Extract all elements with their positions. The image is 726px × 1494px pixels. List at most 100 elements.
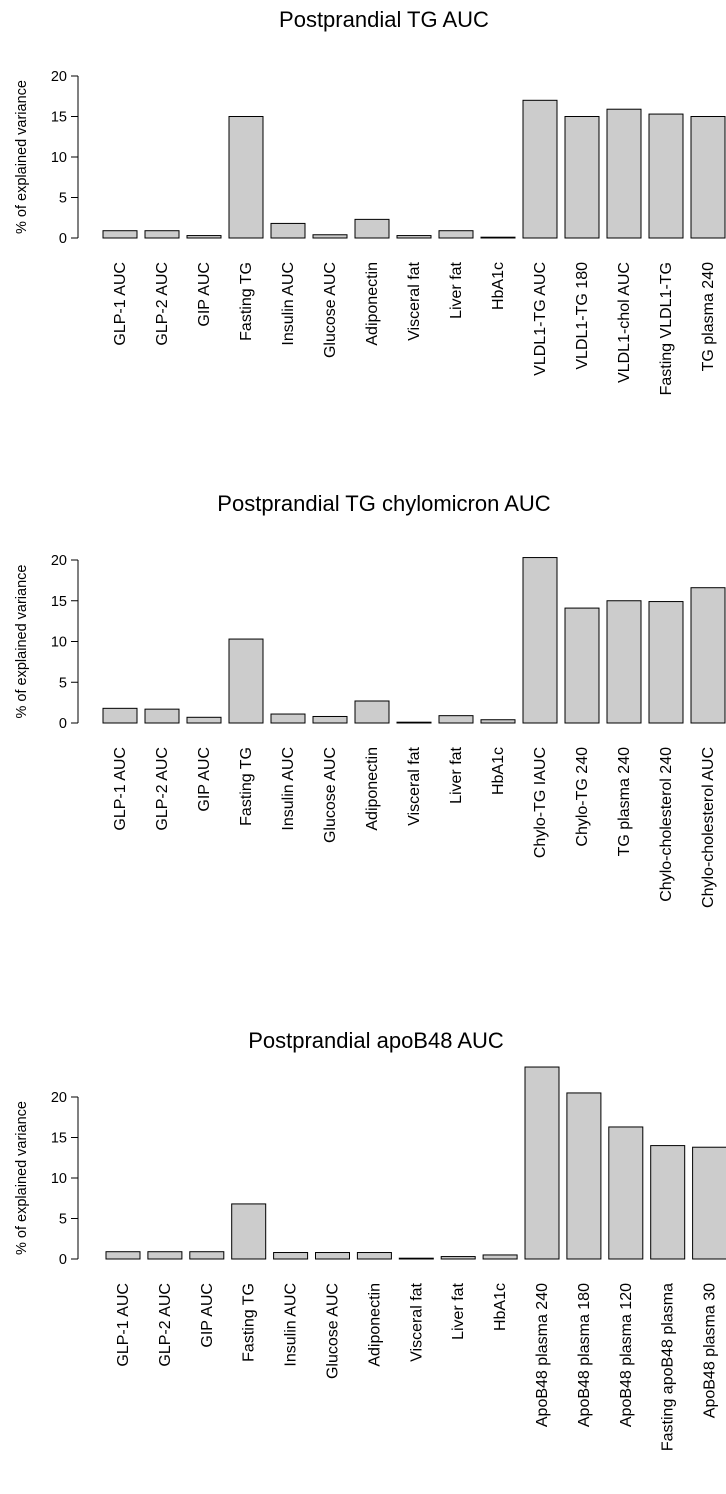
x-tick-label: GIP AUC: [196, 262, 213, 327]
bar-10: [480, 236, 516, 239]
bar-4: [228, 116, 264, 239]
x-tick-label: Visceral fat: [406, 261, 423, 340]
x-tick-label: Liver fat: [448, 261, 465, 318]
x-tick-label: VLDL1-chol AUC: [616, 262, 633, 383]
bar-7: [354, 218, 390, 239]
x-tick-label: ApoB48 plasma 240: [534, 1283, 551, 1427]
x-tick-label: Visceral fat: [406, 746, 423, 825]
x-tick-label: Chylo-TG IAUC: [532, 747, 549, 858]
bar-13: [606, 108, 642, 239]
y-tick-label: 15: [51, 110, 67, 126]
x-tick-label: Glucose AUC: [322, 262, 339, 358]
bar-4: [231, 1203, 267, 1260]
chart-title: Postprandial TG chylomicron AUC: [217, 491, 551, 516]
bar-1: [102, 230, 138, 239]
x-tick-label: Fasting VLDL1-TG: [658, 262, 675, 395]
chart-panel-2: Postprandial TG chylomicron AUC % of expl…: [14, 491, 726, 908]
x-tick-label: Fasting apoB48 plasma: [660, 1283, 677, 1451]
y-tick-label: 0: [59, 1252, 67, 1268]
bar-6: [312, 234, 348, 239]
y-tick-label: 5: [59, 1212, 67, 1228]
y-tick-label: 0: [59, 716, 67, 732]
bar-9: [438, 715, 474, 724]
x-tick-label: Chylo-cholesterol 240: [658, 747, 675, 902]
bar-8: [396, 721, 432, 724]
chart-title: Postprandial apoB48 AUC: [248, 1028, 504, 1053]
x-tick-label: GLP-2 AUC: [154, 747, 171, 831]
bar-10: [480, 719, 516, 724]
bar-12: [564, 607, 600, 724]
chart-title: Postprandial TG AUC: [279, 7, 489, 32]
x-tick-label: GLP-1 AUC: [112, 262, 129, 346]
x-tick-label: TG plasma 240: [616, 747, 633, 856]
y-tick-label: 20: [51, 1090, 67, 1106]
y-tick-label: 20: [51, 553, 67, 569]
bar-8: [398, 1257, 434, 1260]
x-tick-label: Fasting TG: [238, 747, 255, 826]
x-tick-label: Chylo-TG 240: [574, 747, 591, 847]
x-tick-label: HbA1c: [492, 1283, 509, 1331]
bar-12: [566, 1092, 602, 1260]
x-tick-label: GLP-1 AUC: [112, 747, 129, 831]
bar-6: [312, 715, 348, 724]
x-tick-label: Glucose AUC: [325, 1283, 342, 1379]
bar-3: [189, 1251, 225, 1260]
chart-panel-3: Postprandial apoB48 AUC % of explained va…: [14, 1028, 726, 1451]
bar-5: [270, 713, 306, 724]
bar-5: [273, 1252, 309, 1260]
x-tick-label: Liver fat: [448, 746, 465, 803]
bar-4: [228, 638, 264, 724]
x-tick-label: TG plasma 240: [700, 262, 717, 371]
bar-15: [690, 587, 726, 724]
x-tick-label: Insulin AUC: [280, 262, 297, 346]
bar-2: [144, 230, 180, 239]
y-tick-label: 5: [59, 675, 67, 691]
bar-10: [482, 1254, 518, 1260]
bar-15: [692, 1146, 726, 1260]
y-axis-label: % of explained variance: [14, 565, 30, 719]
bar-7: [356, 1252, 392, 1260]
bar-14: [648, 601, 684, 724]
y-tick-label: 10: [51, 635, 67, 651]
x-tick-label: GIP AUC: [196, 747, 213, 812]
y-tick-label: 20: [51, 69, 67, 85]
x-tick-label: Adiponectin: [364, 747, 381, 831]
bar-2: [144, 708, 180, 724]
x-tick-label: GLP-1 AUC: [115, 1283, 132, 1367]
y-axis-label: % of explained variance: [14, 80, 30, 234]
bar-9: [440, 1256, 476, 1260]
bar-8: [396, 235, 432, 239]
x-tick-label: HbA1c: [490, 262, 507, 310]
x-tick-label: Adiponectin: [366, 1283, 383, 1367]
y-axis-label: % of explained variance: [14, 1101, 30, 1255]
x-tick-label: VLDL1-TG 180: [574, 262, 591, 370]
x-tick-label: GLP-2 AUC: [157, 1283, 174, 1367]
bar-1: [102, 707, 138, 724]
x-tick-label: Fasting TG: [241, 1283, 258, 1362]
y-tick-label: 15: [51, 594, 67, 610]
x-tick-label: ApoB48 plasma 120: [618, 1283, 635, 1427]
bar-9: [438, 230, 474, 239]
bar-11: [524, 1066, 560, 1260]
bar-11: [522, 99, 558, 239]
y-tick-label: 10: [51, 1171, 67, 1187]
x-tick-label: Chylo-cholesterol AUC: [700, 747, 717, 908]
x-tick-label: Adiponectin: [364, 262, 381, 346]
bar-11: [522, 557, 558, 724]
y-tick-label: 0: [59, 231, 67, 247]
bar-5: [270, 222, 306, 239]
x-tick-label: Insulin AUC: [283, 1283, 300, 1367]
bar-7: [354, 700, 390, 724]
x-tick-label: Fasting TG: [238, 262, 255, 341]
x-tick-label: ApoB48 plasma 180: [576, 1283, 593, 1427]
x-tick-label: GLP-2 AUC: [154, 262, 171, 346]
bar-3: [186, 235, 222, 239]
bar-13: [606, 600, 642, 724]
bar-14: [648, 113, 684, 239]
bar-15: [690, 116, 726, 239]
x-tick-label: Insulin AUC: [280, 747, 297, 831]
bar-3: [186, 716, 222, 724]
x-tick-label: ApoB48 plasma 30: [702, 1283, 719, 1418]
x-tick-label: HbA1c: [490, 747, 507, 795]
